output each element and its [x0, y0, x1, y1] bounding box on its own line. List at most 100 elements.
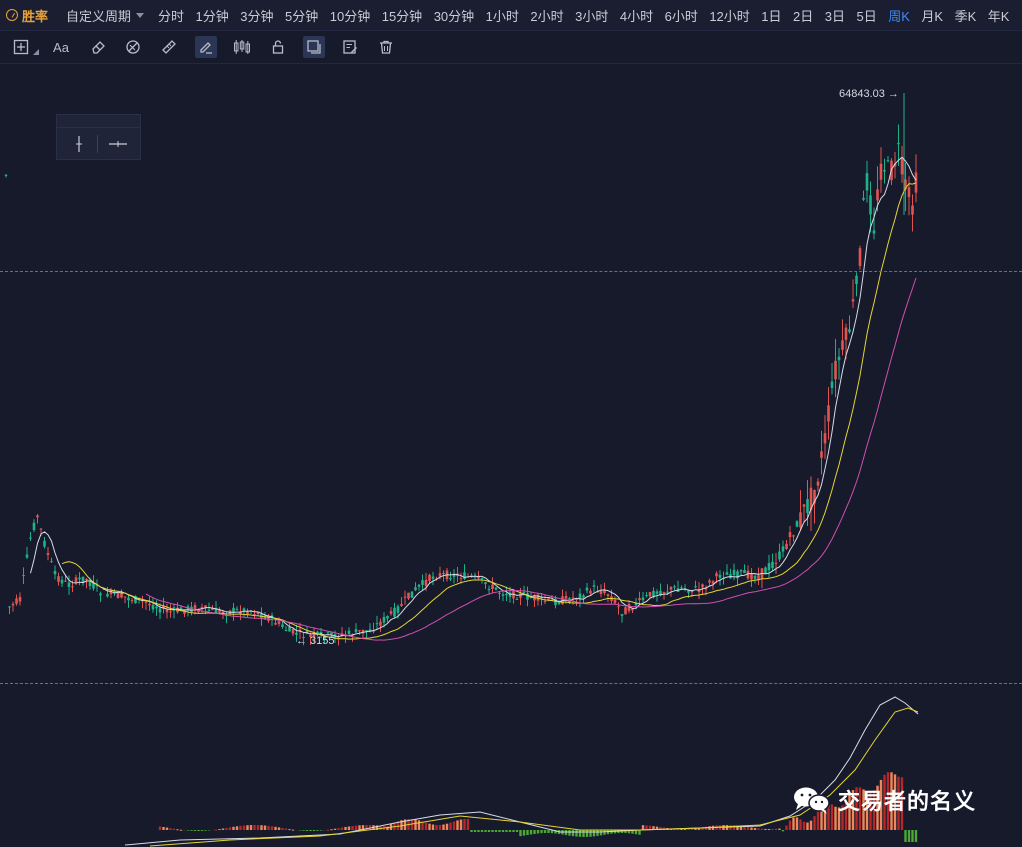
pen-edit-icon[interactable]	[195, 36, 217, 58]
chevron-down-icon	[136, 12, 145, 18]
macd-histogram-bar	[452, 821, 456, 830]
custom-period-dropdown[interactable]: 自定义周期	[66, 6, 145, 25]
candle-body	[81, 576, 85, 583]
logo[interactable]: 胜率	[0, 6, 48, 25]
candle-body	[298, 629, 302, 632]
pane-separator[interactable]	[0, 683, 1022, 684]
macd-histogram-bar	[421, 821, 424, 830]
horizontal-axis-icon[interactable]	[107, 135, 129, 153]
timeframe-item[interactable]: 1日	[761, 8, 782, 24]
macd-histogram-bar	[648, 825, 652, 830]
macd-histogram-bar	[246, 825, 249, 830]
candle-body	[330, 632, 333, 635]
timeframe-item[interactable]: 年K	[987, 8, 1010, 24]
macd-histogram-bar	[879, 779, 883, 830]
vertical-axis-icon[interactable]	[71, 135, 87, 153]
macd-histogram-bar	[193, 830, 197, 831]
candle-body	[382, 616, 386, 623]
watermark-text: 交易者的名义	[838, 789, 977, 814]
timeframe-item[interactable]: 3分钟	[240, 8, 274, 24]
timeframe-item[interactable]: 周K	[888, 8, 910, 24]
candle-body	[519, 593, 522, 598]
macd-histogram-bar	[778, 828, 781, 830]
price-crosshair-line	[0, 271, 1022, 272]
candle-body	[830, 381, 834, 388]
macd-histogram-bar	[470, 830, 473, 832]
trash-icon[interactable]	[375, 36, 397, 58]
candle-body	[725, 572, 729, 575]
candle-body	[883, 169, 886, 172]
macd-histogram-bar	[582, 830, 585, 837]
layers-icon[interactable]	[303, 36, 325, 58]
candle-body	[771, 561, 774, 569]
macd-histogram-bar	[851, 790, 855, 830]
candles-icon[interactable]	[231, 36, 253, 58]
candle-body	[904, 179, 907, 190]
magnet-icon[interactable]	[122, 36, 144, 58]
candle-body	[858, 248, 862, 267]
timeframe-item[interactable]: 5日	[856, 8, 877, 24]
candle-body	[739, 570, 743, 572]
timeframe-item[interactable]: 2小时	[530, 8, 564, 24]
timeframe-item[interactable]: 3小时	[575, 8, 609, 24]
candle-body	[603, 589, 606, 594]
note-edit-icon[interactable]	[339, 36, 361, 58]
macd-histogram-bar	[232, 826, 235, 830]
timeframe-item[interactable]: 15分钟	[381, 8, 423, 24]
candle-body	[715, 573, 718, 577]
macd-histogram-bar	[312, 830, 316, 831]
timeframe-item[interactable]: 12小时	[709, 8, 750, 24]
candle-body	[886, 160, 890, 162]
timeframe-item[interactable]: 2日	[793, 8, 814, 24]
timeframe-item[interactable]: 30分钟	[433, 8, 475, 24]
candle-body	[99, 593, 102, 596]
timeframe-item[interactable]: 3日	[824, 8, 845, 24]
drawing-toolbar: Aa	[0, 31, 1022, 64]
macd-histogram-bar	[158, 826, 162, 830]
candle-body	[15, 598, 18, 604]
candle-body	[22, 574, 25, 577]
macd-histogram-bar	[386, 826, 389, 830]
candle-body	[74, 577, 78, 583]
timeframe-item[interactable]: 季K	[954, 8, 977, 24]
macd-histogram-bar	[799, 819, 802, 830]
macd-histogram-bar	[578, 830, 582, 837]
timeframe-item[interactable]: 10分钟	[329, 8, 371, 24]
macd-histogram-bar	[585, 830, 589, 837]
macd-histogram-bar	[256, 825, 260, 830]
candle-body	[386, 616, 389, 619]
macd-histogram-bar	[501, 830, 505, 832]
candle-body	[704, 588, 708, 590]
crosshair-add-icon[interactable]	[10, 36, 32, 58]
macd-histogram-bar	[249, 825, 253, 830]
macd-histogram-bar	[659, 827, 662, 830]
candle-body	[494, 587, 498, 590]
timeframe-item[interactable]: 6小时	[664, 8, 698, 24]
candle-body	[239, 611, 242, 615]
text-tool-icon[interactable]: Aa	[53, 39, 69, 55]
macd-histogram-bar	[522, 830, 526, 836]
eraser-icon[interactable]	[87, 36, 109, 58]
candle-body	[36, 515, 39, 518]
candle-body	[295, 632, 298, 635]
candle-body	[351, 635, 354, 637]
timeframe-item[interactable]: 4小时	[619, 8, 654, 24]
macd-histogram-bar	[729, 825, 732, 830]
candle-body	[701, 584, 704, 588]
timeframe-item[interactable]: 1小时	[485, 8, 519, 24]
macd-histogram-bar	[428, 823, 431, 830]
macd-histogram-bar	[792, 817, 795, 830]
macd-histogram-bar	[767, 828, 771, 830]
timeframe-item[interactable]: 分时	[158, 8, 185, 24]
macd-histogram-bar	[473, 830, 477, 832]
candle-body	[60, 579, 64, 584]
candle-body	[487, 588, 491, 590]
ruler-icon[interactable]	[158, 36, 180, 58]
timeframe-item[interactable]: 月K	[921, 8, 944, 24]
lock-icon[interactable]	[267, 36, 289, 58]
timeframe-item[interactable]: 1分钟	[195, 8, 229, 24]
timeframe-item[interactable]: 5分钟	[285, 8, 319, 24]
macd-histogram-bar	[592, 830, 596, 837]
widget-drag-handle[interactable]	[57, 115, 140, 128]
